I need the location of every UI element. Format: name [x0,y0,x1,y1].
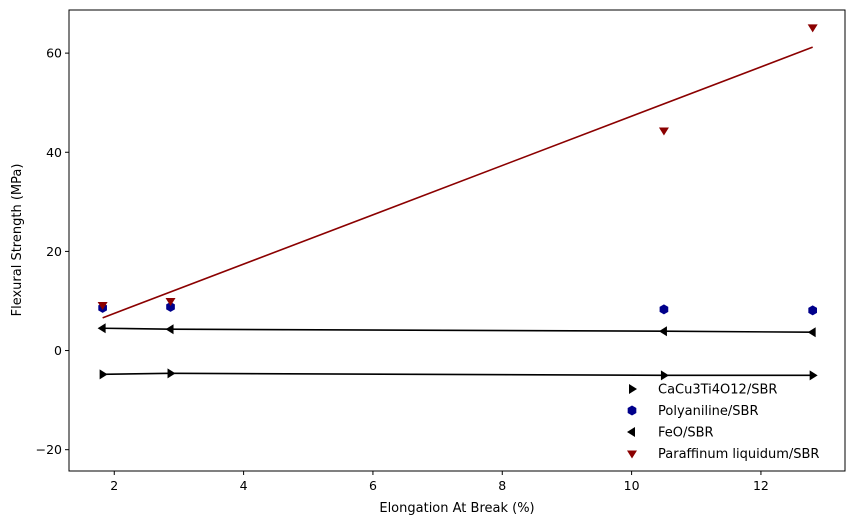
legend-label-polyaniline-sbr: Polyaniline/SBR [658,404,759,419]
plot-frame [68,9,846,472]
x-tick-label: 8 [498,478,506,493]
legend-marker-polyaniline-sbr [627,405,637,416]
x-tick-label: 6 [369,478,377,493]
y-tick-label: 0 [54,343,62,358]
data-point-cacu3ti4o12-sbr [167,368,176,379]
data-point-paraffinum-liquidum-sbr [165,297,176,306]
x-tick-label: 12 [753,478,769,493]
series-line-feo-sbr [102,327,813,333]
x-tick-label: 10 [624,478,640,493]
data-point-feo-sbr [165,324,174,335]
x-tick-label: 2 [110,478,118,493]
y-axis: −20 0 20 40 60 [36,46,69,457]
plot-background [69,10,845,471]
data-point-feo-sbr [97,323,106,334]
legend-label-feo-sbr: FeO/SBR [658,426,714,441]
series-layer [97,24,818,381]
y-tick-label: −20 [36,442,62,457]
data-point-polyaniline-sbr [659,304,669,315]
data-point-cacu3ti4o12-sbr [809,370,818,381]
data-point-cacu3ti4o12-sbr [99,369,108,380]
y-tick-label: 20 [46,244,62,259]
x-axis: 2 4 6 8 10 12 [110,471,769,493]
data-point-cacu3ti4o12-sbr [660,370,669,381]
data-point-polyaniline-sbr [166,301,175,312]
y-tick-label: 60 [46,46,62,61]
data-point-paraffinum-liquidum-sbr [658,127,669,136]
legend: CaCu3Ti4O12/SBR Polyaniline/SBR FeO/SBR Par… [627,383,819,462]
x-tick-label: 4 [240,478,248,493]
y-axis-label: Flexural Strength (MPa) [10,164,25,317]
legend-label-paraffinum-liquidum-sbr: Paraffinum liquidum/SBR [658,447,819,462]
series-line-cacu3ti4o12-sbr [102,372,813,377]
data-point-paraffinum-liquidum-sbr [97,301,108,310]
data-point-feo-sbr [807,327,816,338]
data-point-paraffinum-liquidum-sbr [807,24,818,33]
legend-marker-cacu3ti4o12-sbr [629,384,637,394]
legend-marker-feo-sbr [627,427,635,437]
legend-label-cacu3ti4o12-sbr: CaCu3Ti4O12/SBR [658,383,777,398]
data-point-feo-sbr [658,326,667,337]
x-axis-label: Elongation At Break (%) [379,501,534,516]
legend-marker-paraffinum-liquidum-sbr [627,450,637,459]
y-tick-label: 40 [46,145,62,160]
data-point-polyaniline-sbr [808,305,817,316]
trend-line-paraffinum-liquidum-sbr [102,46,813,319]
